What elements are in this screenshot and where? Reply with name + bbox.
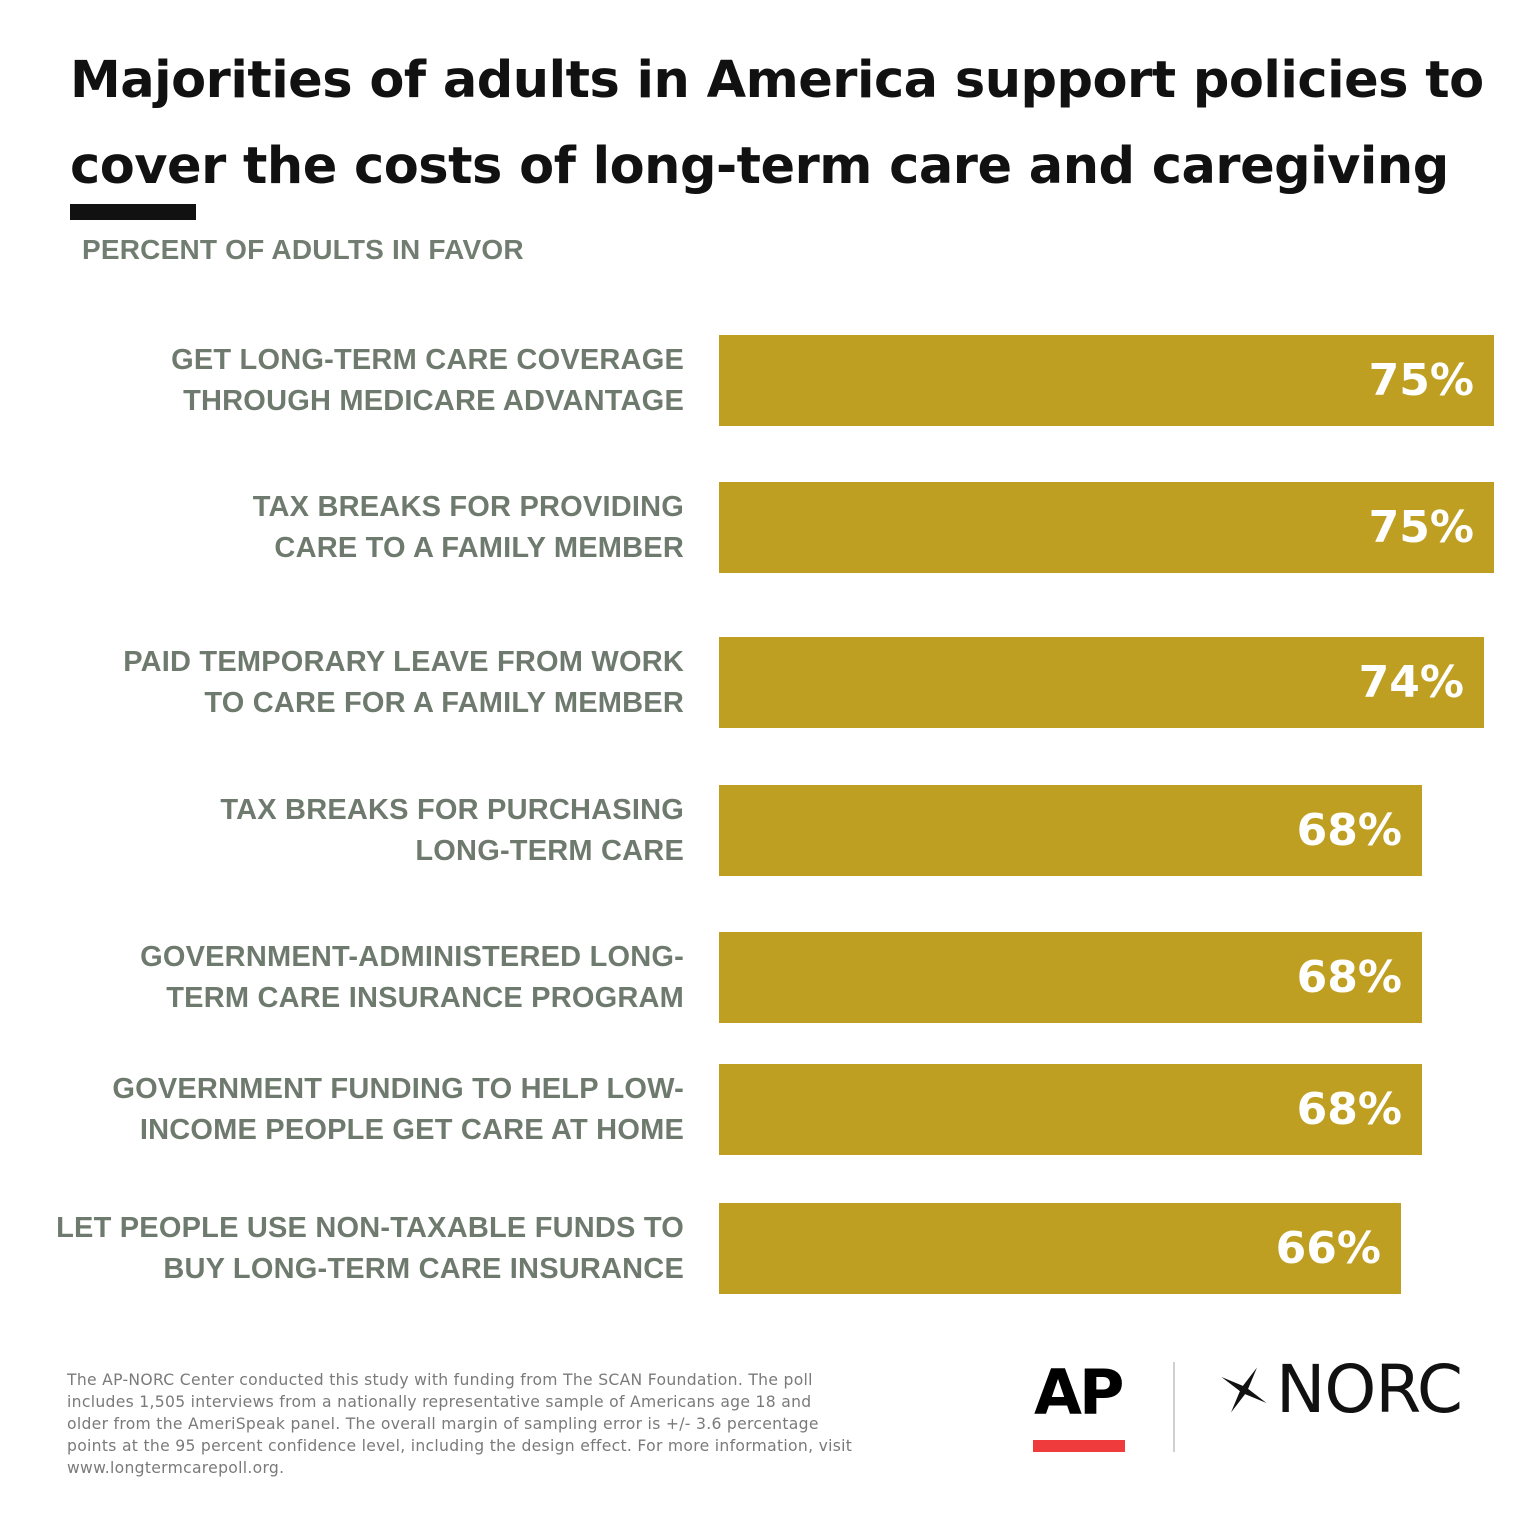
- bar-label-line: GOVERNMENT-ADMINISTERED LONG-: [140, 940, 684, 973]
- footnote: The AP-NORC Center conducted this study …: [67, 1371, 853, 1477]
- bar-label-line: LET PEOPLE USE NON-TAXABLE FUNDS TO: [56, 1211, 684, 1244]
- bar-label-line: INCOME PEOPLE GET CARE AT HOME: [139, 1113, 684, 1146]
- bar-label-line: TAX BREAKS FOR PROVIDING: [252, 490, 684, 523]
- bar: 68%: [719, 1064, 1422, 1155]
- bar-label-line: GET LONG-TERM CARE COVERAGE: [171, 343, 684, 376]
- bar: 68%: [719, 785, 1422, 876]
- bar-label: LET PEOPLE USE NON-TAXABLE FUNDS TO BUY L…: [24, 1208, 684, 1290]
- bar-label: PAID TEMPORARY LEAVE FROM WORK TO CARE FO…: [24, 642, 684, 724]
- chart-subtitle: PERCENT OF ADULTS IN FAVOR: [82, 234, 524, 265]
- bar: 75%: [719, 335, 1494, 426]
- norc-logo: NORC: [1276, 1351, 1463, 1428]
- bar-label: GOVERNMENT FUNDING TO HELP LOW- INCOME PE…: [24, 1069, 684, 1151]
- bar-label: TAX BREAKS FOR PURCHASING LONG-TERM CARE: [24, 790, 684, 872]
- bar-label-line: CARE TO A FAMILY MEMBER: [274, 531, 684, 564]
- ap-logo-bar: [1033, 1440, 1125, 1452]
- bar-label-line: BUY LONG-TERM CARE INSURANCE: [163, 1252, 684, 1285]
- bar-label: GOVERNMENT-ADMINISTERED LONG- TERM CARE I…: [24, 937, 684, 1019]
- bar-value-label: 68%: [1296, 1084, 1402, 1135]
- bar: 74%: [719, 637, 1484, 728]
- bar-label-line: TAX BREAKS FOR PURCHASING: [220, 793, 684, 826]
- bar-label-line: TO CARE FOR A FAMILY MEMBER: [204, 686, 684, 719]
- bar-label-line: TERM CARE INSURANCE PROGRAM: [166, 981, 684, 1014]
- page-title: Majorities of adults in America support …: [70, 51, 1484, 196]
- bar-value-label: 66%: [1275, 1223, 1381, 1274]
- bar: 75%: [719, 482, 1494, 573]
- logo-divider: [1173, 1362, 1175, 1452]
- bar-label-line: LONG-TERM CARE: [415, 834, 684, 867]
- bar-label-line: THROUGH MEDICARE ADVANTAGE: [183, 384, 684, 417]
- title-underline: [70, 204, 196, 220]
- bar-label-line: PAID TEMPORARY LEAVE FROM WORK: [123, 645, 684, 678]
- bar-label: GET LONG-TERM CARE COVERAGE THROUGH MEDIC…: [24, 340, 684, 422]
- bar-value-label: 75%: [1368, 355, 1474, 406]
- bar-value-label: 68%: [1296, 805, 1402, 856]
- bar: 66%: [719, 1203, 1401, 1294]
- bar-label-line: GOVERNMENT FUNDING TO HELP LOW-: [112, 1072, 684, 1105]
- bar-value-label: 68%: [1296, 952, 1402, 1003]
- bar: 68%: [719, 932, 1422, 1023]
- bar-value-label: 75%: [1368, 502, 1474, 553]
- star-icon: [1221, 1367, 1267, 1413]
- ap-logo: AP: [1034, 1356, 1124, 1429]
- bar-value-label: 74%: [1358, 657, 1464, 708]
- bar-label: TAX BREAKS FOR PROVIDING CARE TO A FAMILY…: [24, 487, 684, 569]
